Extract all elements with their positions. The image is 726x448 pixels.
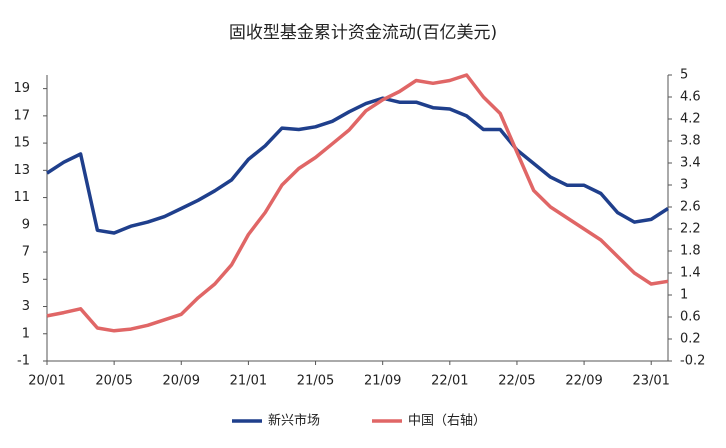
y-tick-label: 17 — [13, 108, 30, 123]
x-tick-label: 20/09 — [163, 374, 200, 389]
y-tick-label: 9 — [22, 217, 30, 232]
y-tick-label: 5 — [22, 272, 30, 287]
x-tick-label: 20/01 — [28, 374, 65, 389]
y2-tick-label: 3.8 — [680, 134, 701, 149]
y-tick-label: 13 — [13, 163, 30, 178]
y-tick-label: 1 — [22, 326, 30, 341]
y2-tick-label: 0.2 — [680, 332, 701, 347]
legend-label: 中国（右轴） — [408, 414, 486, 429]
y-tick-label: 19 — [13, 81, 30, 96]
x-tick-label: 21/09 — [364, 374, 401, 389]
x-tick-label: 21/05 — [297, 374, 334, 389]
x-tick-label: 20/05 — [95, 374, 132, 389]
x-tick-label: 22/01 — [431, 374, 468, 389]
x-tick-label: 22/05 — [498, 374, 535, 389]
series-line — [46, 73, 669, 333]
y-tick-label: -1 — [17, 354, 30, 369]
x-tick-label: 23/01 — [632, 374, 669, 389]
y2-tick-label: 2.6 — [680, 200, 701, 215]
y2-tick-label: 4.2 — [680, 112, 701, 127]
legend-label: 新兴市场 — [268, 413, 320, 429]
y2-tick-label: 4.6 — [680, 90, 701, 105]
y2-tick-label: 3 — [680, 178, 688, 193]
y-tick-label: 3 — [22, 299, 30, 314]
y-tick-label: 7 — [22, 245, 30, 260]
y2-tick-label: -0.2 — [680, 354, 705, 369]
x-tick-label: 21/01 — [230, 374, 267, 389]
y2-tick-label: 2.2 — [680, 222, 701, 237]
y2-tick-label: 0.6 — [680, 310, 701, 325]
x-tick-label: 22/09 — [565, 374, 602, 389]
series-line — [46, 96, 669, 235]
y-tick-label: 11 — [13, 190, 30, 205]
y2-tick-label: 5 — [680, 68, 688, 83]
y2-tick-label: 1.8 — [680, 244, 701, 259]
chart-title: 固收型基金累计资金流动(百亿美元) — [229, 23, 497, 43]
y2-tick-label: 1.4 — [680, 266, 701, 281]
y-tick-label: 15 — [13, 136, 30, 151]
y2-tick-label: 1 — [680, 288, 688, 303]
y2-tick-label: 3.4 — [680, 156, 701, 171]
